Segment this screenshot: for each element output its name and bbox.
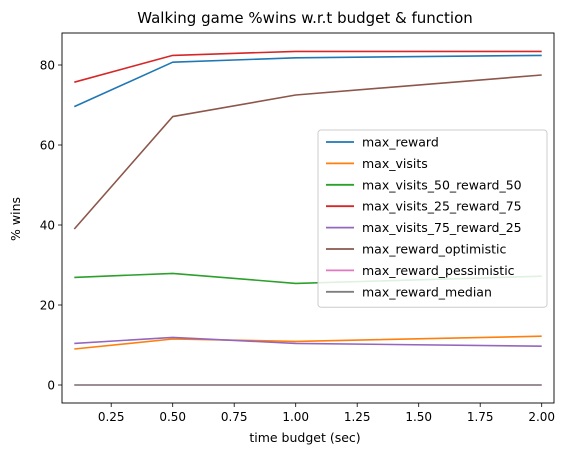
series-line-max-reward-optimistic <box>73 74 542 230</box>
series-line-max-visits-75-reward-25 <box>74 336 542 347</box>
legend-entry: max_visits <box>362 156 428 171</box>
x-tick-label: 1.00 <box>282 410 309 424</box>
x-axis-label: time budget (sec) <box>249 430 360 445</box>
legend-box <box>317 129 548 308</box>
plot-area <box>73 50 542 386</box>
legend-entry: max_visits_75_reward_25 <box>362 220 522 235</box>
y-tick-label: 40 <box>40 219 55 233</box>
x-tick-label: 1.75 <box>467 410 494 424</box>
legend-entry: max_reward_pessimistic <box>362 263 515 278</box>
y-axis-label: % wins <box>8 197 23 241</box>
x-tick-label: 0.25 <box>98 410 125 424</box>
legend-entry: max_visits_50_reward_50 <box>362 177 522 192</box>
x-tick-label: 1.25 <box>344 410 371 424</box>
legend-entry: max_reward_median <box>362 284 492 299</box>
series-line-max-reward <box>73 54 542 108</box>
x-axis: 0.25 0.50 0.75 1.00 1.25 1.50 1.75 2.00 <box>98 403 555 424</box>
plot-frame <box>61 32 555 404</box>
x-tick-label: 0.50 <box>159 410 186 424</box>
y-tick-label: 0 <box>47 379 55 393</box>
x-tick-label: 1.50 <box>405 410 432 424</box>
y-tick-label: 80 <box>40 59 55 73</box>
y-tick-label: 60 <box>40 139 55 153</box>
series-line-max-visits-25-reward-75 <box>74 50 542 83</box>
x-tick-label: 2.00 <box>528 410 555 424</box>
y-axis: 0 20 40 60 80 <box>40 59 62 393</box>
legend-entry: max_reward_optimistic <box>362 242 507 257</box>
series-line-max-visits <box>74 335 542 350</box>
legend-entry: max_visits_25_reward_75 <box>362 199 522 214</box>
legend: max_reward max_visits max_visits_50_reward… <box>317 129 548 308</box>
x-tick-label: 0.75 <box>221 410 248 424</box>
chart-title: Walking game %wins w.r.t budget & functi… <box>137 9 473 27</box>
legend-entry: max_reward <box>362 135 439 150</box>
y-tick-label: 20 <box>40 299 55 313</box>
